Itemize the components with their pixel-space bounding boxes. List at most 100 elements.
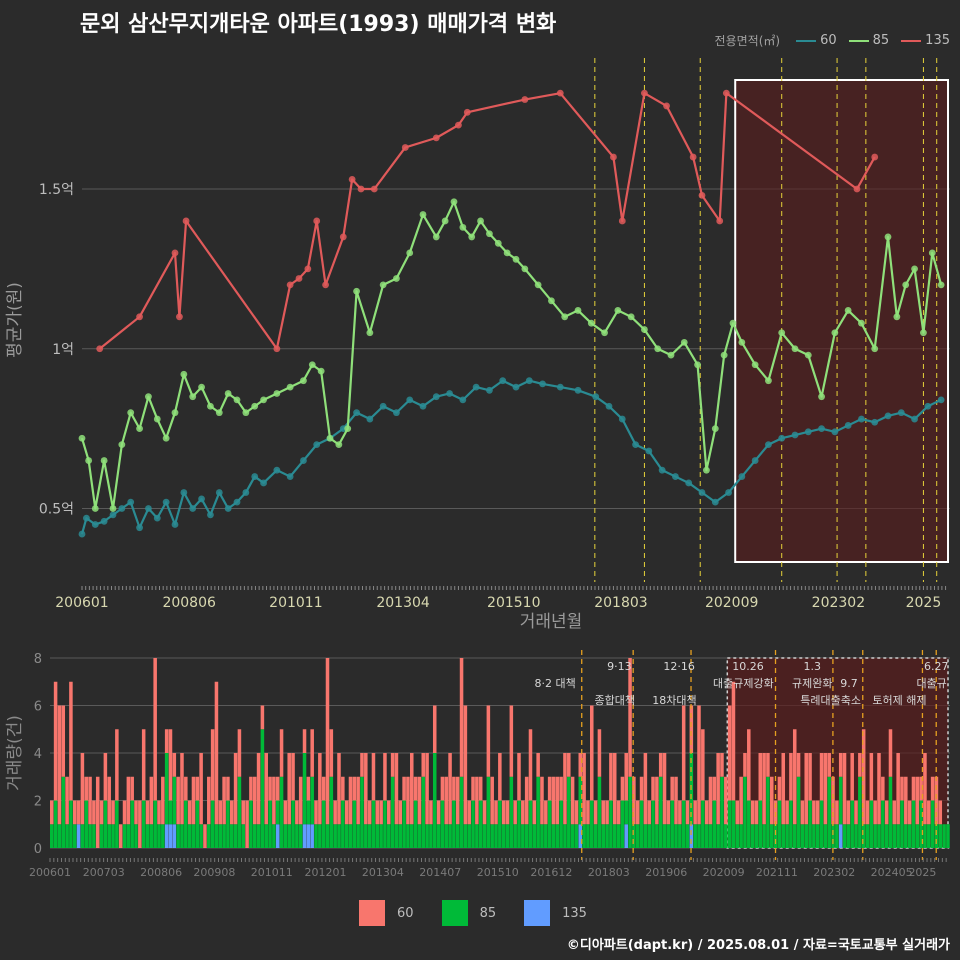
data-point-135 [348,176,356,183]
volume-bar-60 [275,776,280,801]
volume-bar-60 [364,753,368,825]
volume-bar-60 [708,776,713,825]
legend-swatch-135 [901,39,922,42]
data-point-85 [778,329,786,337]
data-point-60 [393,409,400,417]
volume-bar-85 [222,824,226,848]
data-point-60 [512,383,520,391]
volume-bar-85 [605,824,609,848]
volume-bar-85 [417,824,422,848]
data-point-85 [614,307,622,314]
volume-bar-60 [295,800,299,825]
data-point-85 [831,329,839,337]
data-point-60 [153,514,161,522]
volume-bar-85 [141,800,146,848]
x-tick-label: 202009 [705,595,758,611]
volume-bar-60 [831,776,835,825]
bar-x-tick-label: 202009 [703,866,745,879]
bar-y-tick-label: 4 [34,747,42,762]
volume-bar-85 [670,800,674,848]
volume-bar-60 [601,800,606,825]
volume-bar-60 [421,753,426,777]
volume-bar-85 [704,824,709,848]
volume-bar-60 [440,776,445,801]
data-point-85 [534,281,542,289]
bar-x-tick-label: 200908 [193,866,235,879]
data-point-60 [618,415,626,423]
volume-bar-60 [410,753,414,825]
data-point-85 [920,329,927,337]
data-point-85 [765,377,772,385]
volume-bar-85 [877,824,881,848]
volume-bar-60 [283,800,288,825]
volume-bar-85 [812,824,816,848]
data-point-60 [273,466,281,474]
volume-bar-60 [498,753,502,801]
volume-bar-85 [881,800,885,848]
bar-legend-swatch-135 [524,900,551,926]
bar-x-tick-label: 201906 [645,866,687,879]
volume-bar-60 [226,776,230,801]
volume-bar-85 [754,824,759,848]
data-point-85 [260,396,267,404]
volume-bar-60 [241,800,246,825]
data-point-60 [818,425,825,433]
volume-bar-85 [375,824,380,848]
data-point-60 [911,415,918,423]
volume-bar-85 [505,824,510,848]
data-point-60 [791,431,799,439]
volume-bar-60 [65,776,69,825]
volume-bar-60 [203,824,207,848]
data-point-60 [645,447,653,455]
volume-bar-85 [593,824,598,848]
volume-bar-60 [632,776,636,825]
volume-bar-60 [84,776,88,801]
volume-bar-60 [168,729,173,801]
data-point-60 [592,393,600,401]
volume-bar-85 [210,800,215,848]
policy-annotation: 10.26 [732,660,764,673]
volume-bar-85 [800,824,805,848]
volume-bar-60 [616,800,621,825]
data-point-60 [78,530,86,538]
volume-bar-60 [938,800,943,825]
data-point-85 [353,287,360,295]
volume-bar-85 [586,824,590,848]
volume-bar-85 [628,776,632,848]
volume-bar-85 [528,800,533,848]
bottom-legend: 60 85 135 [0,900,960,926]
volume-bar-60 [329,729,334,777]
volume-bar-85 [923,824,927,848]
volume-bar-85 [440,800,445,848]
volume-bar-85 [563,824,567,848]
volume-bar-60 [884,800,889,825]
data-point-60 [446,390,453,397]
volume-bar-85 [517,800,521,848]
data-point-85 [251,402,259,410]
data-point-85 [627,313,635,321]
volume-bar-60 [716,753,720,825]
data-point-85 [884,233,892,241]
volume-bar-85 [130,800,134,848]
volume-bar-85 [697,824,701,848]
data-point-60 [242,489,250,496]
volume-bar-85 [72,824,77,848]
price-line-chart: 0.5억 1억 1.5억 200601 200806 201011 201304 201510… [5,58,950,632]
data-point-85 [109,505,117,512]
data-point-60 [499,377,507,385]
volume-bar-60 [838,753,843,777]
volume-bar-60 [436,800,441,825]
volume-bar-60 [348,776,353,825]
volume-bar-60 [141,729,146,801]
data-point-60 [171,521,179,528]
volume-bar-60 [612,753,617,825]
volume-bar-85 [674,824,678,848]
volume-bar-60 [888,729,893,777]
data-point-135 [304,265,312,273]
volume-bar-85 [724,824,728,848]
data-point-60 [605,402,613,410]
data-point-85 [844,307,852,314]
volume-bar-60 [681,705,686,801]
volume-bar-85 [804,824,808,848]
volume-bar-60 [904,776,908,825]
